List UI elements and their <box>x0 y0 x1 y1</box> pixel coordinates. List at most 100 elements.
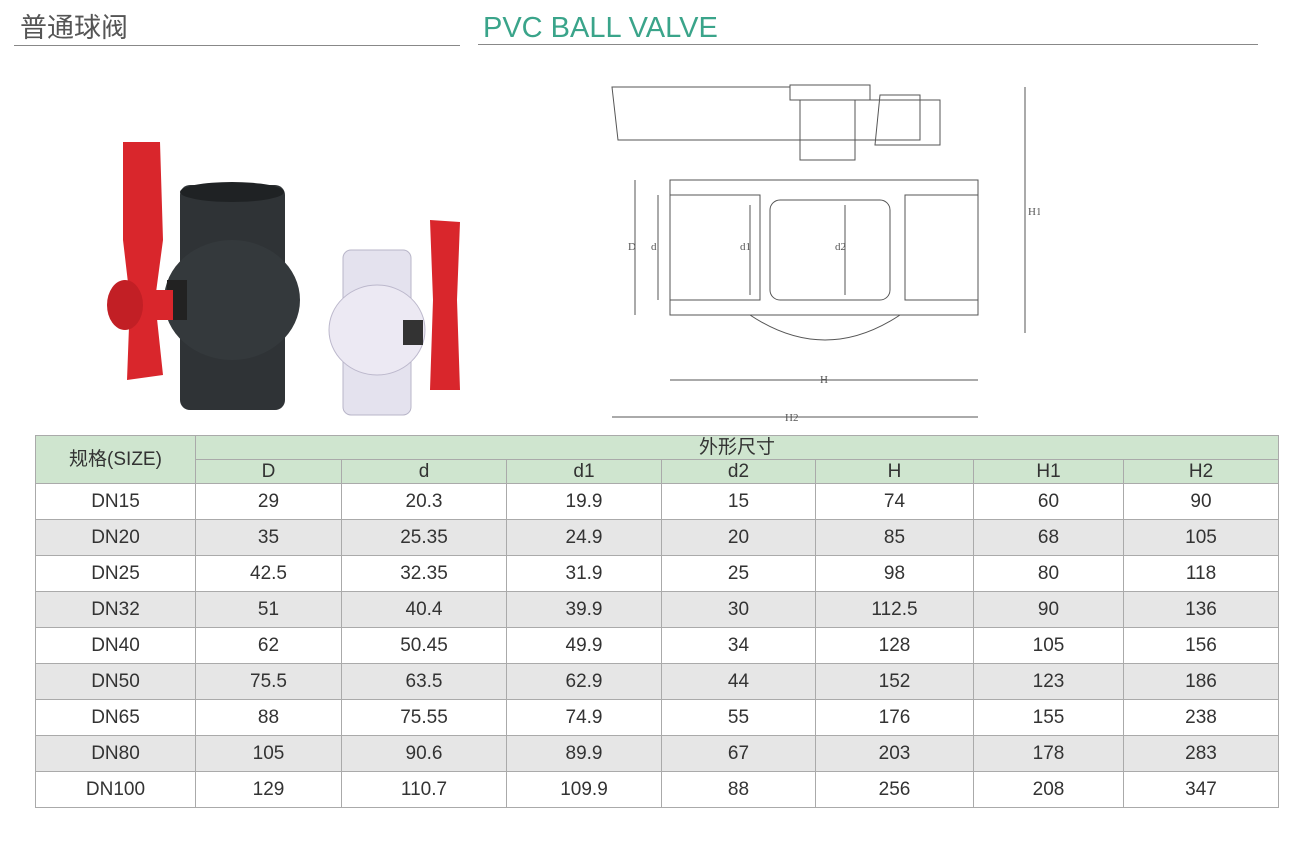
value-cell: 256 <box>815 771 974 808</box>
value-cell: 80 <box>973 555 1124 592</box>
column-header: H1 <box>973 459 1124 484</box>
column-header: d <box>341 459 507 484</box>
value-cell: 109.9 <box>506 771 662 808</box>
size-header: 规格(SIZE) <box>35 435 196 484</box>
value-cell: 44 <box>661 663 816 700</box>
value-cell: 68 <box>973 519 1124 556</box>
table-row: DN65 88 75.55 74.9 55 176 155 238 <box>35 699 1279 736</box>
value-cell: 20 <box>661 519 816 556</box>
size-cell: DN20 <box>35 519 196 556</box>
column-header: D <box>195 459 342 484</box>
value-cell: 105 <box>973 627 1124 664</box>
value-cell: 62 <box>195 627 342 664</box>
value-cell: 31.9 <box>506 555 662 592</box>
value-cell: 203 <box>815 735 974 772</box>
value-cell: 55 <box>661 699 816 736</box>
value-cell: 90 <box>973 591 1124 628</box>
value-cell: 118 <box>1123 555 1279 592</box>
value-cell: 90 <box>1123 483 1279 520</box>
value-cell: 35 <box>195 519 342 556</box>
table-row: DN20 35 25.35 24.9 20 85 68 105 <box>35 519 1279 556</box>
value-cell: 42.5 <box>195 555 342 592</box>
value-cell: 128 <box>815 627 974 664</box>
value-cell: 75.5 <box>195 663 342 700</box>
divider <box>478 44 1258 45</box>
value-cell: 283 <box>1123 735 1279 772</box>
value-cell: 74.9 <box>506 699 662 736</box>
size-cell: DN15 <box>35 483 196 520</box>
value-cell: 155 <box>973 699 1124 736</box>
value-cell: 60 <box>973 483 1124 520</box>
label-d1: d1 <box>740 241 751 253</box>
value-cell: 88 <box>661 771 816 808</box>
value-cell: 178 <box>973 735 1124 772</box>
value-cell: 40.4 <box>341 591 507 628</box>
title-chinese: 普通球阀 <box>20 13 128 43</box>
size-cell: DN25 <box>35 555 196 592</box>
dimension-drawing: D d d1 d2 H H1 H2 <box>611 84 1040 424</box>
value-cell: 25 <box>661 555 816 592</box>
size-cell: DN65 <box>35 699 196 736</box>
value-cell: 90.6 <box>341 735 507 772</box>
dimensions-header: 外形尺寸 <box>195 435 1279 460</box>
value-cell: 105 <box>1123 519 1279 556</box>
divider <box>14 45 460 46</box>
value-cell: 75.55 <box>341 699 507 736</box>
value-cell: 186 <box>1123 663 1279 700</box>
value-cell: 24.9 <box>506 519 662 556</box>
value-cell: 88 <box>195 699 342 736</box>
column-header: d1 <box>506 459 662 484</box>
value-cell: 25.35 <box>341 519 507 556</box>
value-cell: 29 <box>195 483 342 520</box>
value-cell: 34 <box>661 627 816 664</box>
value-cell: 112.5 <box>815 591 974 628</box>
value-cell: 49.9 <box>506 627 662 664</box>
table-row: DN40 62 50.45 49.9 34 128 105 156 <box>35 627 1279 664</box>
value-cell: 110.7 <box>341 771 507 808</box>
value-cell: 50.45 <box>341 627 507 664</box>
value-cell: 98 <box>815 555 974 592</box>
value-cell: 30 <box>661 591 816 628</box>
table-row: DN100 129 110.7 109.9 88 256 208 347 <box>35 771 1279 808</box>
value-cell: 89.9 <box>506 735 662 772</box>
value-cell: 123 <box>973 663 1124 700</box>
column-header: H2 <box>1123 459 1279 484</box>
value-cell: 74 <box>815 483 974 520</box>
value-cell: 152 <box>815 663 974 700</box>
product-photo <box>107 142 460 416</box>
value-cell: 347 <box>1123 771 1279 808</box>
table-row: DN15 29 20.3 19.9 15 74 60 90 <box>35 483 1279 520</box>
size-cell: DN32 <box>35 591 196 628</box>
table-row: DN50 75.5 63.5 62.9 44 152 123 186 <box>35 663 1279 700</box>
label-H2: H2 <box>785 412 798 424</box>
value-cell: 32.35 <box>341 555 507 592</box>
value-cell: 176 <box>815 699 974 736</box>
size-cell: DN50 <box>35 663 196 700</box>
value-cell: 208 <box>973 771 1124 808</box>
label-D: D <box>628 241 636 253</box>
label-d2: d2 <box>835 241 846 253</box>
label-H1: H1 <box>1028 206 1040 218</box>
value-cell: 20.3 <box>341 483 507 520</box>
table-row: DN32 51 40.4 39.9 30 112.5 90 136 <box>35 591 1279 628</box>
size-cell: DN40 <box>35 627 196 664</box>
size-cell: DN100 <box>35 771 196 808</box>
column-header: H <box>815 459 974 484</box>
value-cell: 67 <box>661 735 816 772</box>
value-cell: 105 <box>195 735 342 772</box>
value-cell: 136 <box>1123 591 1279 628</box>
table-row: DN25 42.5 32.35 31.9 25 98 80 118 <box>35 555 1279 592</box>
value-cell: 62.9 <box>506 663 662 700</box>
value-cell: 238 <box>1123 699 1279 736</box>
value-cell: 39.9 <box>506 591 662 628</box>
value-cell: 129 <box>195 771 342 808</box>
label-H: H <box>820 374 828 386</box>
value-cell: 85 <box>815 519 974 556</box>
value-cell: 63.5 <box>341 663 507 700</box>
value-cell: 19.9 <box>506 483 662 520</box>
value-cell: 15 <box>661 483 816 520</box>
title-english: PVC BALL VALVE <box>483 12 718 44</box>
label-d: d <box>651 241 657 253</box>
